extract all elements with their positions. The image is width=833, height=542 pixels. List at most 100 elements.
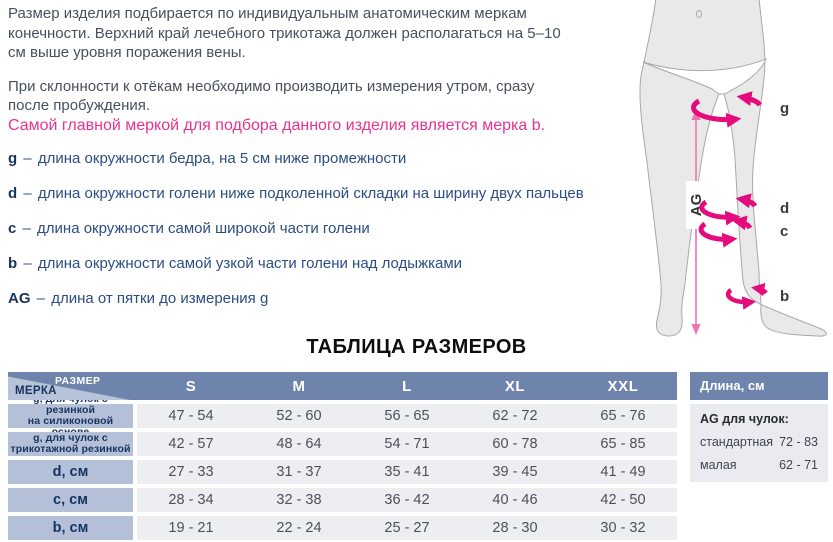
table-corner-cell: РАЗМЕР МЕРКА bbox=[8, 372, 137, 400]
intro-text-block: Размер изделия подбирается по индивидуал… bbox=[8, 4, 653, 130]
row-label: g, для чулок с резинкой на силиконовой о… bbox=[8, 394, 133, 438]
intro-paragraph-2: При склонности к отёкам необходимо произ… bbox=[8, 77, 653, 116]
column-header-s: S bbox=[185, 377, 197, 395]
row-label-line: d, см bbox=[52, 463, 89, 480]
table-cell: 62 - 72 bbox=[492, 408, 538, 424]
paragraph-line: Размер изделия подбирается по индивидуал… bbox=[8, 5, 527, 22]
row-label-line: b, см bbox=[52, 519, 89, 536]
row-label: c, см bbox=[8, 488, 133, 512]
measurement-letter: c bbox=[8, 220, 17, 237]
measurement-list: g – длина окружности бедра, на 5 см ниже… bbox=[8, 150, 584, 325]
panties bbox=[642, 58, 767, 95]
table-cell: 30 - 32 bbox=[600, 520, 646, 536]
table-cell: 36 - 42 bbox=[384, 492, 430, 508]
length-panel-header: Длина, см bbox=[690, 372, 828, 400]
measurement-item-d: d – длина окружности голени ниже подколе… bbox=[8, 185, 584, 204]
table-cell: 27 - 33 bbox=[168, 464, 214, 480]
measurement-letter: AG bbox=[8, 290, 31, 307]
table-cell: 22 - 24 bbox=[276, 520, 322, 536]
dash-separator: – bbox=[36, 290, 46, 307]
column-header-xxl: XXL bbox=[607, 377, 639, 395]
row-label-line: c, см bbox=[53, 491, 88, 508]
table-cell: 25 - 27 bbox=[384, 520, 430, 536]
row-values: 19 - 21 22 - 24 25 - 27 28 - 30 30 - 32 bbox=[137, 516, 677, 540]
measurement-description: длина окружности бедра, на 5 см ниже про… bbox=[37, 150, 407, 167]
length-row-value: 62 - 71 bbox=[779, 458, 818, 472]
table-row: g, для чулок с резинкой на силиконовой о… bbox=[8, 394, 677, 438]
table-row: d, см 27 - 33 31 - 37 35 - 41 39 - 45 41… bbox=[8, 460, 677, 484]
length-panel-subtitle: AG для чулок: bbox=[700, 412, 789, 426]
table-cell: 31 - 37 bbox=[276, 464, 322, 480]
measure-arrow-d bbox=[699, 193, 758, 226]
table-cell: 32 - 38 bbox=[276, 492, 322, 508]
size-table-title: ТАБЛИЦА РАЗМЕРОВ bbox=[306, 336, 527, 358]
length-panel: Длина, см AG для чулок: стандартная 72 -… bbox=[690, 372, 828, 482]
length-panel-box: AG для чулок: стандартная 72 - 83 малая … bbox=[690, 404, 828, 482]
table-cell: 28 - 34 bbox=[168, 492, 214, 508]
length-row-label: малая bbox=[700, 458, 737, 472]
table-cell: 42 - 50 bbox=[600, 492, 646, 508]
intro-paragraph-1: Размер изделия подбирается по индивидуал… bbox=[8, 4, 653, 63]
table-header-row: РАЗМЕР МЕРКА S M L XL XXL bbox=[8, 372, 677, 400]
dash-separator: – bbox=[23, 255, 32, 272]
highlight-note: Самой главной меркой для подбора данного… bbox=[8, 117, 546, 134]
d-label: d bbox=[780, 200, 789, 217]
table-cell: 35 - 41 bbox=[384, 464, 430, 480]
measurement-description: длина окружности голени ниже подколенной… bbox=[37, 185, 584, 202]
table-row: b, см 19 - 21 22 - 24 25 - 27 28 - 30 30… bbox=[8, 516, 677, 540]
table-cell: 65 - 85 bbox=[600, 436, 646, 452]
measurement-item-b: b – длина окружности самой узкой части г… bbox=[8, 255, 584, 274]
table-cell: 47 - 54 bbox=[168, 408, 214, 424]
row-label-line: трикотажной резинкой bbox=[10, 443, 131, 455]
table-cell: 56 - 65 bbox=[384, 408, 430, 424]
measurement-description: длина окружности самой широкой части гол… bbox=[37, 220, 370, 237]
size-table: РАЗМЕР МЕРКА S M L XL XXL g, для чулок с… bbox=[8, 372, 677, 542]
dash-separator: – bbox=[23, 150, 32, 167]
ag-measure-line: AG bbox=[686, 109, 706, 335]
leg-measurement-diagram: AG g d c b bbox=[639, 0, 827, 337]
row-values: 47 - 54 52 - 60 56 - 65 62 - 72 65 - 76 bbox=[137, 404, 677, 428]
measure-arrow-g bbox=[691, 91, 763, 128]
measurement-description: длина от пятки до измерения g bbox=[51, 290, 269, 307]
table-cell: 28 - 30 bbox=[492, 520, 538, 536]
table-cell: 54 - 71 bbox=[384, 436, 430, 452]
dash-separator: – bbox=[22, 220, 31, 237]
row-label: d, см bbox=[8, 460, 133, 484]
measure-arrow-b bbox=[725, 282, 768, 310]
column-headers: S M L XL XXL bbox=[137, 372, 677, 400]
paragraph-line: см выше уровня поражения вены. bbox=[8, 44, 246, 61]
table-cell: 48 - 64 bbox=[276, 436, 322, 452]
paragraph-line: после пробуждения. bbox=[8, 97, 151, 114]
length-row-value: 72 - 83 bbox=[779, 435, 818, 449]
paragraph-line: конечности. Верхний край лечебного трико… bbox=[8, 24, 561, 42]
column-header-m: M bbox=[292, 377, 306, 395]
navel bbox=[696, 10, 702, 18]
length-row-standard: стандартная 72 - 83 bbox=[700, 435, 818, 449]
row-label: b, см bbox=[8, 516, 133, 540]
table-cell: 19 - 21 bbox=[168, 520, 214, 536]
table-cell: 39 - 45 bbox=[492, 464, 538, 480]
c-label: c bbox=[780, 223, 788, 240]
row-label: g, для чулок с трикотажной резинкой bbox=[8, 432, 133, 456]
paragraph-line: При склонности к отёкам необходимо произ… bbox=[8, 77, 535, 95]
row-values: 27 - 33 31 - 37 35 - 41 39 - 45 41 - 49 bbox=[137, 460, 677, 484]
row-label-line: g, для чулок с bbox=[33, 432, 108, 444]
table-cell: 60 - 78 bbox=[492, 436, 538, 452]
table-cell: 52 - 60 bbox=[276, 408, 322, 424]
corner-measure-label: МЕРКА bbox=[15, 385, 57, 397]
corner-size-label: РАЗМЕР bbox=[55, 375, 101, 387]
measurement-item-ag: AG – длина от пятки до измерения g bbox=[8, 290, 584, 309]
measurement-description: длина окружности самой узкой части голен… bbox=[37, 255, 463, 272]
measurement-letter: d bbox=[8, 185, 18, 202]
body-outline bbox=[639, 0, 827, 337]
row-values: 42 - 57 48 - 64 54 - 71 60 - 78 65 - 85 bbox=[137, 432, 677, 456]
measurement-letter: b bbox=[8, 255, 18, 272]
table-row: c, см 28 - 34 32 - 38 36 - 42 40 - 46 42… bbox=[8, 488, 677, 512]
table-cell: 40 - 46 bbox=[492, 492, 538, 508]
length-row-short: малая 62 - 71 bbox=[700, 458, 818, 472]
table-cell: 65 - 76 bbox=[600, 408, 646, 424]
g-label: g bbox=[780, 100, 789, 117]
length-row-label: стандартная bbox=[700, 435, 773, 449]
measurement-item-c: c – длина окружности самой широкой части… bbox=[8, 220, 584, 239]
measure-arrow-c bbox=[698, 215, 753, 248]
